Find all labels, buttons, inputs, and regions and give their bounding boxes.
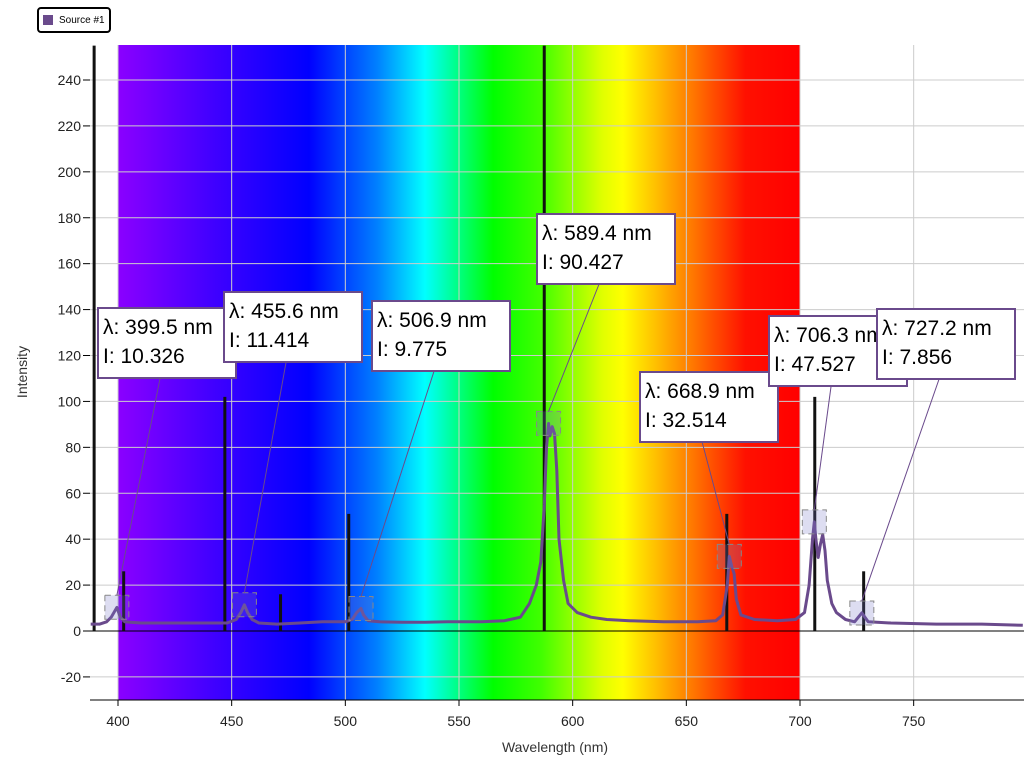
annotation-box [876,308,1016,380]
series-line-source-1 [90,422,1023,627]
x-tick-label: 400 [106,713,130,729]
annotation-wavelength: λ: 455.6 nm [229,300,339,323]
x-tick-label: 750 [902,713,926,729]
y-tick-label: 100 [58,393,82,409]
peak-marker[interactable] [536,410,562,436]
annotation-intensity: I: 32.514 [645,409,727,432]
annotation-intensity: I: 11.414 [229,329,309,352]
annotation-box [223,291,363,363]
axes: -20 0 20 40 60 80 100 120 140 160 180 200 220 240 400 4… [58,72,1024,729]
y-tick-label: 120 [58,348,82,364]
annotation-wavelength: λ: 727.2 nm [882,317,992,340]
annotation-leader [548,283,600,412]
x-tick-label: 600 [561,713,585,729]
y-tick-label: 60 [65,485,81,501]
y-tick-label: -20 [61,669,81,685]
annotation-wavelength: λ: 399.5 nm [103,316,213,339]
annotations-layer: λ: 399.5 nm I: 10.326 λ: 455.6 nm I: 11.414… [97,213,1016,626]
annotation-leader [243,361,287,593]
annotation-intensity: I: 10.326 [103,345,185,368]
x-tick-label: 550 [447,713,471,729]
annotation-intensity: I: 47.527 [774,353,856,376]
y-tick-label: 200 [58,164,82,180]
y-tick-label: 220 [58,118,82,134]
legend-item-source-1[interactable]: Source #1 [37,7,111,33]
peak-marker[interactable] [849,600,875,626]
y-tick-label: 240 [58,72,82,88]
peak-marker[interactable] [231,592,257,618]
peak-marker[interactable] [801,509,827,535]
x-axis-label: Wavelength (nm) [502,739,608,755]
peak-marker[interactable] [716,543,742,569]
annotation-leader [701,441,730,545]
y-tick-label: 0 [73,623,81,639]
annotation-leader [116,377,161,596]
annotation-wavelength: λ: 589.4 nm [542,222,652,245]
x-tick-label: 650 [675,713,699,729]
annotation-leader [813,385,832,510]
annotation-box [536,213,676,285]
y-tick-label: 20 [65,577,81,593]
x-tick-label: 700 [788,713,812,729]
y-tick-label: 40 [65,531,81,547]
y-tick-label: 160 [58,256,82,272]
annotation-leader [861,378,940,602]
annotation-box [371,300,511,372]
y-axis-label: Intensity [14,346,30,398]
y-tick-label: 80 [65,439,81,455]
annotation-wavelength: λ: 668.9 nm [645,380,755,403]
x-tick-label: 500 [334,713,358,729]
series-layer [90,422,1023,627]
x-tick-label: 450 [220,713,244,729]
annotation-intensity: I: 90.427 [542,251,624,274]
y-tick-label: 140 [58,302,82,318]
legend-label: Source #1 [59,14,105,26]
annotation-intensity: I: 7.856 [882,346,952,369]
annotation-intensity: I: 9.775 [377,338,447,361]
annotation-wavelength: λ: 706.3 nm [774,324,884,347]
legend-swatch [43,15,53,25]
y-tick-label: 180 [58,210,82,226]
peak-marker[interactable] [348,596,374,622]
annotation-leader [360,370,435,597]
peak-marker[interactable] [104,594,130,620]
annotation-box [639,371,779,443]
annotation-wavelength: λ: 506.9 nm [377,309,487,332]
